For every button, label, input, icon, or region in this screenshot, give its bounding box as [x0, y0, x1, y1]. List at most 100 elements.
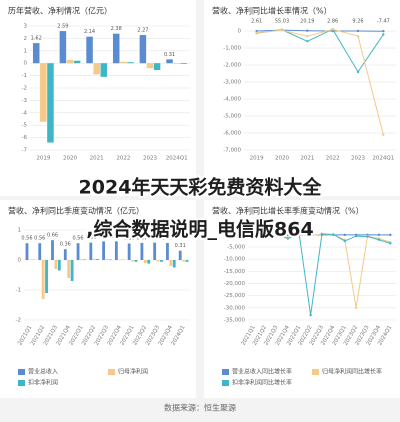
legend-swatch — [222, 380, 229, 386]
bar — [86, 37, 93, 64]
data-label: 0.56 — [21, 236, 32, 242]
point — [389, 242, 391, 244]
y-tick-label: -7,000 — [223, 148, 241, 154]
bar — [83, 259, 86, 260]
x-tick-label: 2020 — [63, 156, 77, 162]
bar — [140, 35, 147, 63]
y-tick-label: -1 — [16, 288, 21, 294]
point — [382, 134, 384, 136]
bar — [47, 63, 54, 142]
y-tick-label: 3 — [24, 24, 28, 30]
x-tick-label: 2022 — [116, 156, 130, 162]
bar — [77, 243, 80, 260]
legend-label: 归母净利润 — [118, 368, 148, 376]
y-tick-label: -4 — [22, 110, 28, 116]
bar — [181, 63, 188, 64]
point — [306, 35, 308, 37]
y-tick-label: -3 — [22, 98, 28, 104]
bar — [179, 251, 182, 260]
bar — [29, 259, 32, 260]
bar — [160, 260, 163, 262]
point — [366, 235, 368, 237]
y-tick-label: -5,000 — [223, 114, 241, 120]
bar — [115, 241, 118, 260]
banner-line: 2024年天天彩免费资料大全 — [79, 176, 323, 199]
bar — [173, 63, 180, 64]
point — [355, 235, 357, 237]
bar — [67, 60, 74, 63]
legend-swatch — [312, 369, 319, 375]
bar — [40, 63, 47, 122]
point — [389, 234, 391, 236]
x-tick-label: 2021 — [300, 156, 314, 162]
x-tick-label: 2019 — [36, 156, 50, 162]
data-label: 9.26 — [352, 19, 363, 25]
y-tick-label: -25,000 — [224, 293, 246, 299]
point — [306, 30, 308, 32]
data-label: 2.59 — [57, 24, 68, 30]
bar — [93, 259, 96, 260]
data-label: 0.56 — [34, 236, 45, 242]
x-tick-label: 2023 — [143, 156, 157, 162]
y-tick-label: 0 — [24, 61, 28, 67]
bar — [74, 61, 81, 63]
bar — [153, 243, 156, 260]
data-label: 0.36 — [60, 242, 71, 248]
point — [357, 35, 359, 37]
y-tick-label: 2 — [24, 36, 28, 42]
bar — [144, 260, 147, 263]
y-tick-label: -1 — [22, 73, 27, 79]
bar — [127, 62, 134, 63]
point — [357, 71, 359, 73]
y-tick-label: -2 — [22, 86, 27, 92]
point — [378, 234, 380, 236]
legend-swatch — [108, 369, 115, 375]
bar — [33, 43, 40, 63]
point — [357, 30, 359, 32]
y-tick-label: -35,000 — [224, 318, 246, 324]
data-label: 0.31 — [175, 243, 186, 249]
bar — [38, 243, 41, 260]
bar — [141, 243, 144, 260]
y-tick-label: -2,000 — [223, 63, 241, 69]
y-tick-label: -15,000 — [224, 269, 246, 275]
y-tick-label: -4,000 — [223, 97, 241, 103]
bar — [147, 63, 154, 68]
bar — [147, 260, 150, 264]
bar — [154, 63, 161, 70]
bar — [60, 31, 67, 63]
data-label: 2.14 — [84, 29, 95, 35]
data-label: 2.86 — [327, 19, 338, 25]
y-tick-label: -5 — [22, 123, 28, 129]
data-label: 0.31 — [164, 52, 175, 58]
point — [306, 40, 308, 42]
bar — [42, 260, 45, 299]
bar — [101, 63, 108, 77]
bar — [45, 260, 48, 293]
point — [331, 28, 333, 30]
y-tick-label: -20,000 — [224, 281, 246, 287]
point — [332, 233, 334, 235]
y-tick-label: -30,000 — [224, 305, 246, 311]
legend-label: 扣非净利润同比增长率 — [232, 379, 292, 387]
point — [281, 29, 283, 31]
y-tick-label: -2 — [16, 318, 21, 324]
x-tick-label: 2021 — [90, 156, 104, 162]
point — [321, 233, 323, 235]
point — [344, 234, 346, 236]
y-tick-label: -10,000 — [224, 257, 246, 263]
y-tick-label: -7 — [22, 148, 28, 154]
legend-swatch — [222, 369, 229, 375]
bar — [55, 260, 58, 269]
bar — [113, 34, 120, 64]
legend-label: 营业总收入 — [28, 368, 58, 376]
point — [382, 30, 384, 32]
bar — [173, 260, 176, 268]
data-label: 20.19 — [300, 19, 314, 25]
point — [355, 307, 357, 309]
y-tick-label: 0 — [238, 29, 242, 35]
point — [309, 314, 311, 316]
chart-title: 营收、净利同比增长率季度变动情况（%） — [212, 206, 364, 216]
bar — [118, 259, 121, 260]
bar — [93, 63, 100, 74]
